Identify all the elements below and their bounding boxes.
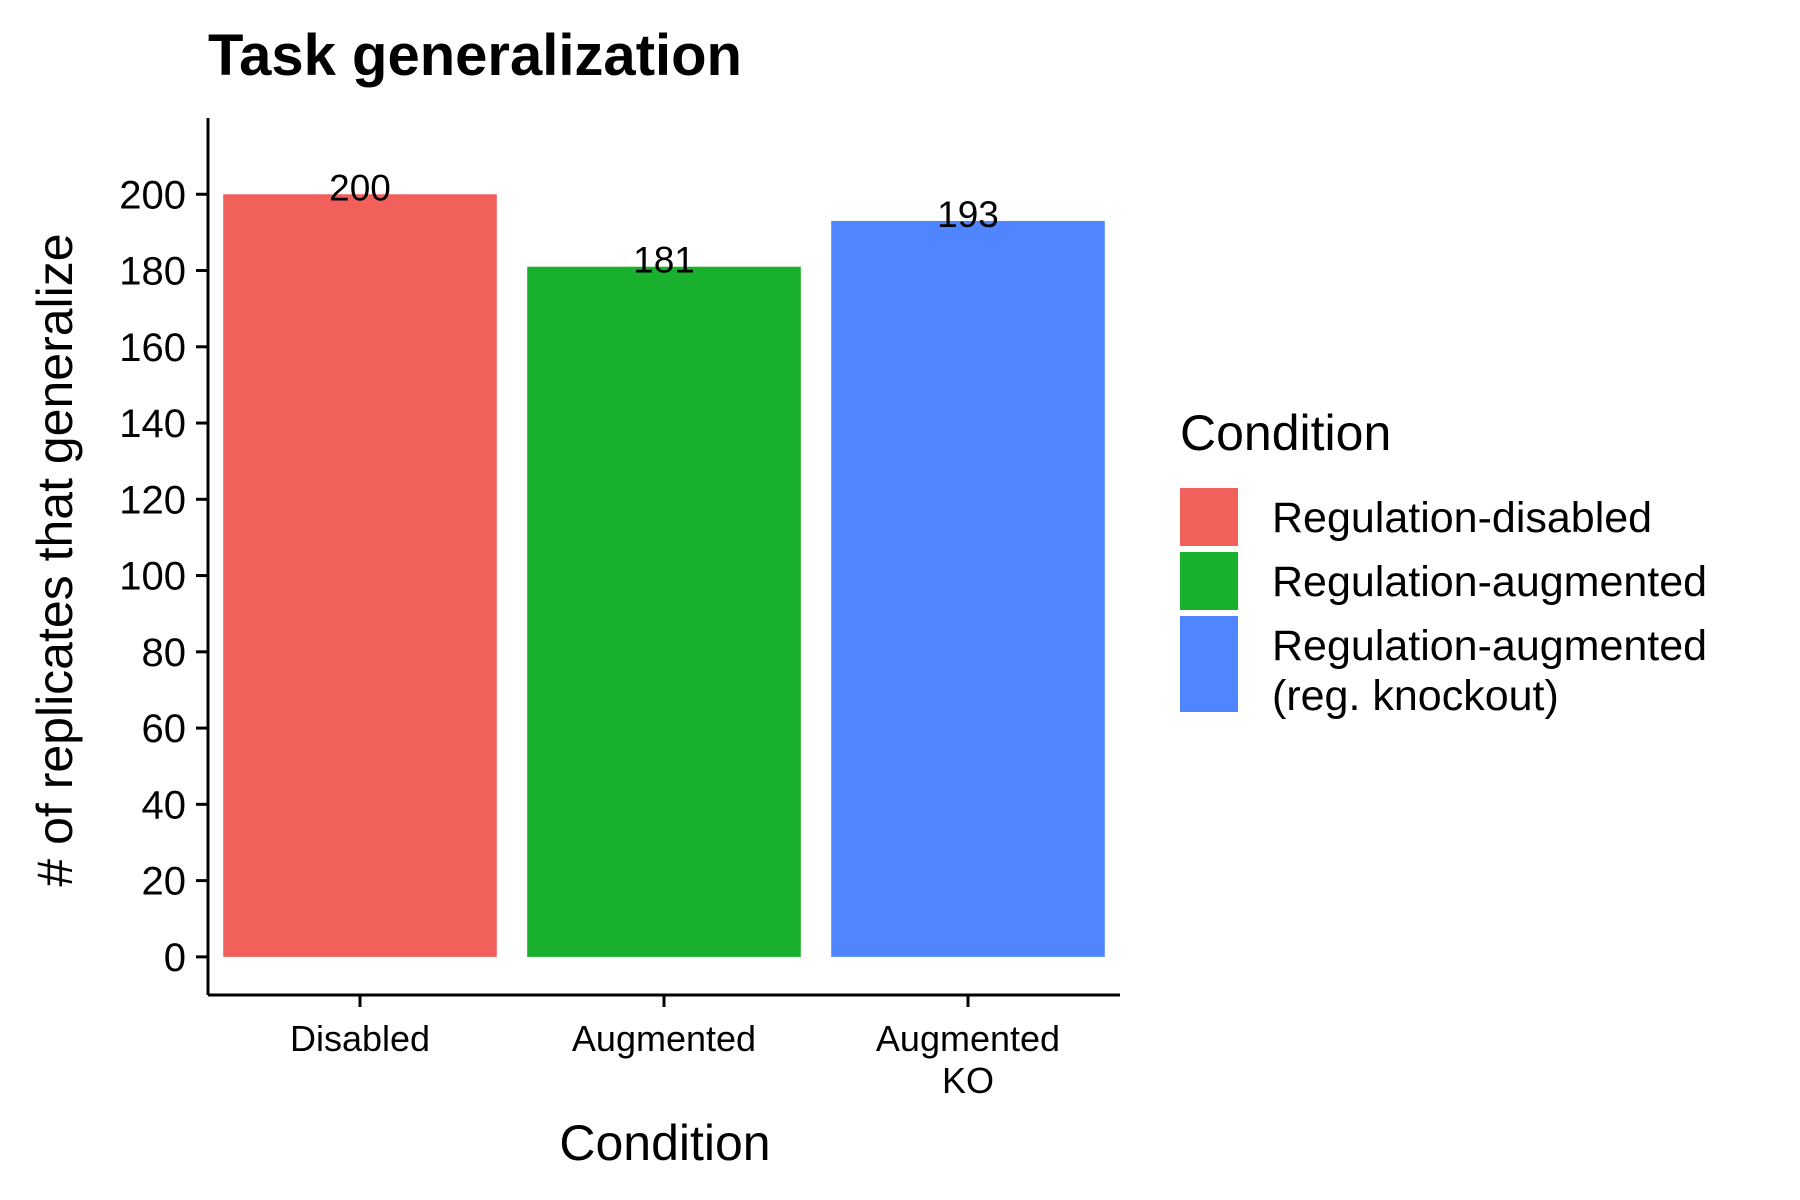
legend-label-line: Regulation-disabled [1272, 494, 1652, 542]
data-label: 193 [937, 194, 999, 235]
y-tick-label: 140 [119, 402, 186, 446]
bar [223, 194, 497, 957]
legend-label-line: Regulation-augmented [1272, 558, 1707, 606]
x-axis-title: Condition [559, 1115, 770, 1171]
y-tick-label: 40 [142, 783, 187, 827]
legend-key [1180, 552, 1238, 610]
bar [527, 266, 801, 957]
legend-key [1180, 488, 1238, 546]
data-label: 181 [633, 240, 695, 281]
x-tick-label-line: Disabled [290, 1018, 430, 1059]
data-label: 200 [329, 167, 391, 208]
x-tick-label-line: Augmented [876, 1018, 1060, 1059]
y-tick-label: 180 [119, 250, 186, 294]
legend-label-line: (reg. knockout) [1272, 672, 1559, 720]
x-tick-label-line: Augmented [572, 1018, 756, 1059]
y-axis-title: # of replicates that generalize [27, 233, 83, 886]
y-tick-label: 120 [119, 478, 186, 522]
y-tick-label: 200 [119, 173, 186, 217]
bar [831, 220, 1105, 957]
legend-key [1180, 616, 1238, 712]
x-tick-label: Disabled [290, 1018, 430, 1059]
legend-label: Regulation-augmented (reg. knockout) [1272, 622, 1707, 720]
y-tick-label: 60 [142, 707, 187, 751]
x-tick-label: Augmented KO [876, 1018, 1060, 1101]
legend-title: Condition [1180, 405, 1391, 461]
y-tick-label: 0 [164, 936, 186, 980]
x-tick-label-line: KO [942, 1060, 994, 1101]
x-tick-label: Augmented [572, 1018, 756, 1059]
legend-label: Regulation-disabled [1272, 494, 1652, 542]
y-tick-label: 20 [142, 860, 187, 904]
legend-label: Regulation-augmented [1272, 558, 1707, 606]
chart-title: Task generalization [208, 23, 742, 88]
y-tick-label: 100 [119, 555, 186, 599]
legend-label-line: Regulation-augmented [1272, 622, 1707, 670]
plot-area: 0 20 40 60 80 100 120 140 160 180 200 200 Disabled 18… [119, 118, 1120, 1101]
legend: Condition Regulation-disabled Regulation-… [1180, 405, 1707, 720]
y-tick-label: 80 [142, 631, 187, 675]
y-tick-label: 160 [119, 326, 186, 370]
